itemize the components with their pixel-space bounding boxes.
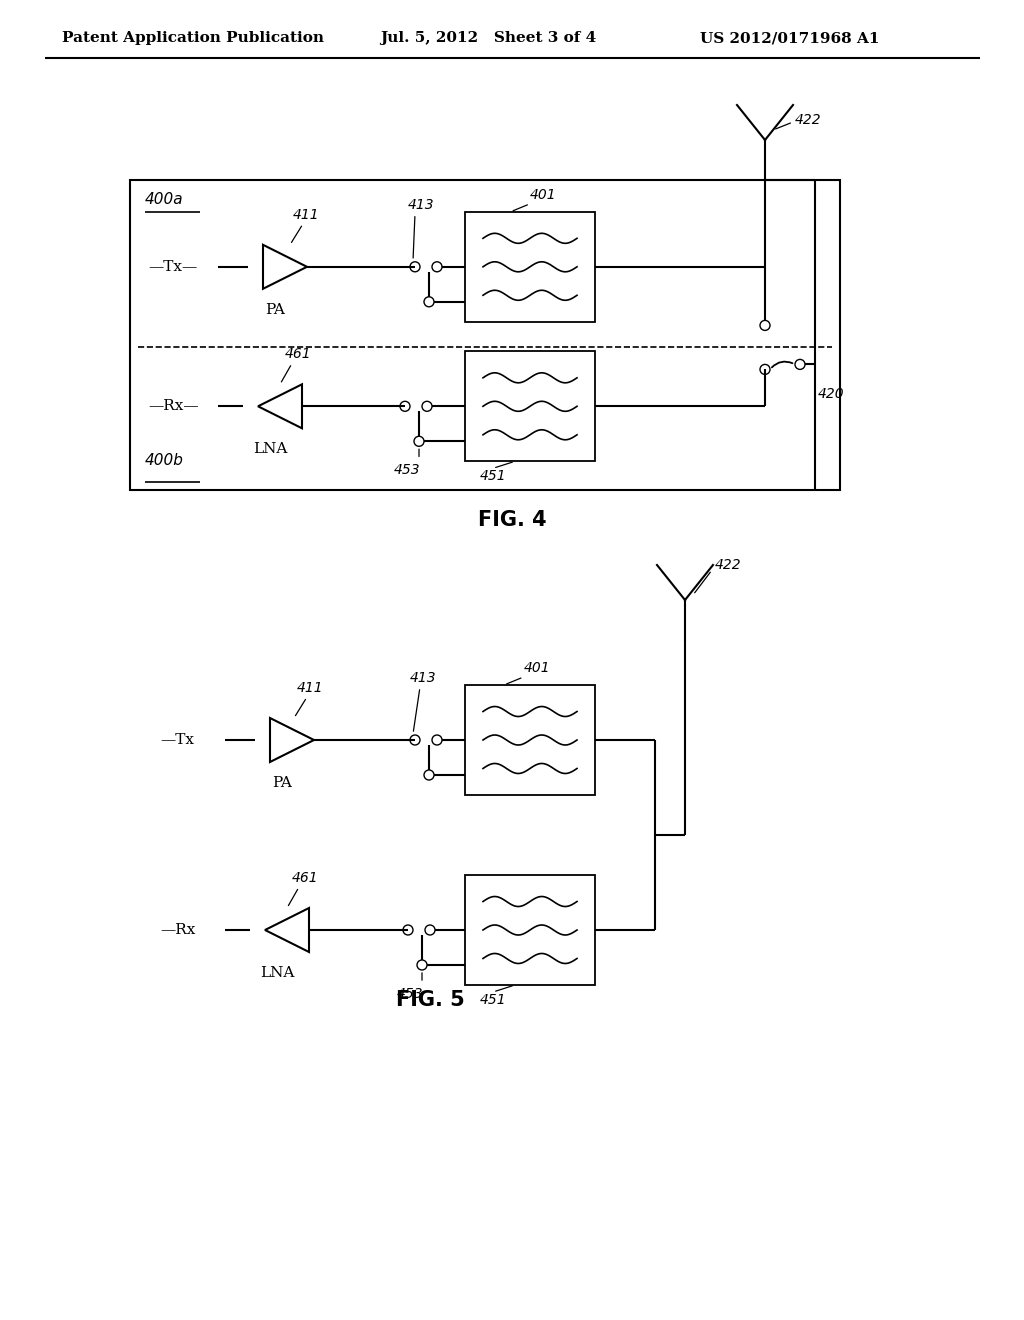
Text: —Tx—: —Tx—	[148, 260, 198, 273]
Bar	[130, 180, 840, 490]
Bar	[465, 685, 595, 795]
Text: PA: PA	[265, 302, 285, 317]
Text: —Tx: —Tx	[160, 733, 194, 747]
Text: —Rx—: —Rx—	[148, 399, 199, 413]
Text: 400a: 400a	[145, 191, 183, 207]
Bar	[465, 351, 595, 461]
Bar	[465, 875, 595, 985]
Polygon shape	[270, 718, 314, 762]
Text: 413: 413	[408, 198, 434, 211]
Text: 461: 461	[292, 871, 318, 884]
Text: 453: 453	[393, 463, 420, 478]
Text: 411: 411	[297, 681, 324, 696]
Polygon shape	[258, 384, 302, 428]
Text: 411: 411	[293, 207, 319, 222]
Text: LNA: LNA	[260, 966, 294, 979]
Text: US 2012/0171968 A1: US 2012/0171968 A1	[700, 30, 880, 45]
Text: FIG. 4: FIG. 4	[477, 510, 547, 531]
Text: 461: 461	[285, 347, 311, 362]
Text: 453: 453	[396, 987, 423, 1001]
Text: 422: 422	[795, 114, 821, 127]
Text: 422: 422	[715, 558, 741, 572]
Text: Patent Application Publication: Patent Application Publication	[62, 30, 324, 45]
Text: LNA: LNA	[253, 442, 287, 457]
Text: 401: 401	[530, 187, 557, 202]
Text: 420: 420	[818, 387, 845, 401]
Polygon shape	[265, 908, 309, 952]
Text: 451: 451	[480, 993, 507, 1007]
Text: 451: 451	[480, 470, 507, 483]
Text: PA: PA	[272, 776, 292, 789]
Bar	[465, 211, 595, 322]
Polygon shape	[263, 244, 307, 289]
Text: FIG. 5: FIG. 5	[395, 990, 464, 1010]
Text: 413: 413	[410, 671, 436, 685]
Text: 401: 401	[523, 661, 550, 675]
Text: —Rx: —Rx	[160, 923, 196, 937]
Text: Jul. 5, 2012   Sheet 3 of 4: Jul. 5, 2012 Sheet 3 of 4	[380, 30, 596, 45]
Text: 400b: 400b	[145, 453, 184, 469]
